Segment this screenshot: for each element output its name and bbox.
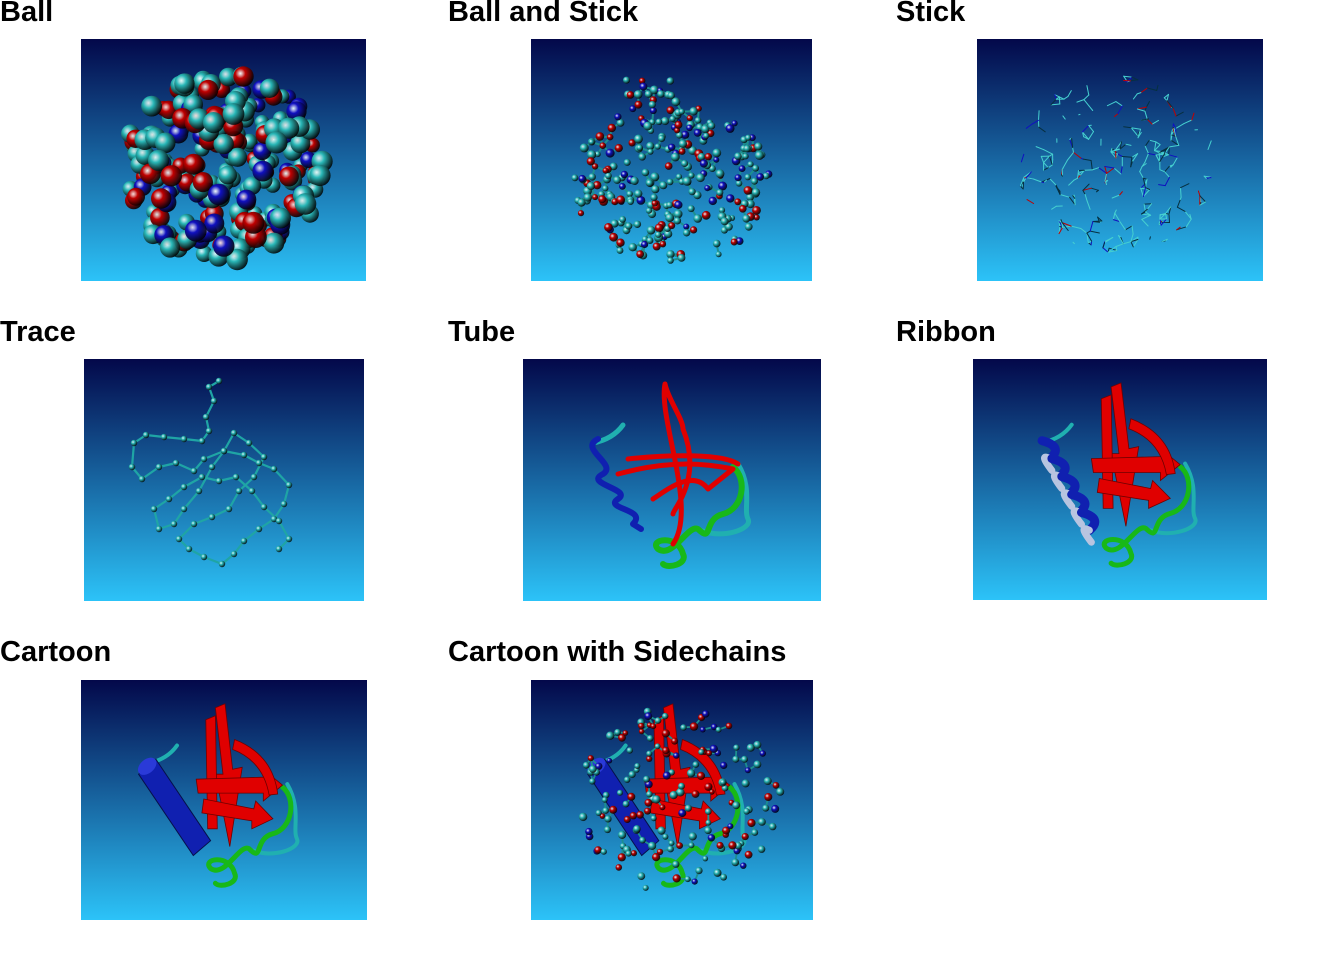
loop — [1101, 464, 1192, 568]
label-ball-and-stick: Ball and Stick — [448, 0, 639, 28]
ball-and-stick-view — [531, 39, 812, 281]
label-cartoon-with-sidechains: Cartoon with Sidechains — [448, 636, 787, 668]
atoms — [571, 76, 773, 264]
ribbon-view — [973, 359, 1267, 600]
panel-stick — [977, 39, 1263, 281]
panel-ribbon — [973, 359, 1267, 600]
panel-cartoon-with-sidechains — [531, 680, 813, 920]
loop — [653, 464, 745, 569]
space-fill-atoms — [121, 66, 333, 271]
panel-ball — [81, 39, 366, 281]
ball-view — [81, 39, 366, 281]
label-cartoon: Cartoon — [0, 636, 112, 668]
stick-view — [977, 39, 1263, 281]
beta-sheet — [1090, 382, 1181, 527]
cartoon-with-sidechains-view — [531, 680, 813, 920]
alpha-carbons — [128, 377, 293, 568]
label-stick: Stick — [896, 0, 966, 28]
coil-c-term — [700, 461, 751, 537]
background — [531, 39, 812, 281]
label-ribbon: Ribbon — [896, 316, 996, 348]
coil-c-term — [251, 782, 300, 856]
stick-bonds — [1019, 75, 1212, 253]
strand-tube-c — [625, 453, 741, 467]
cartoon-view — [81, 680, 367, 920]
panel-tube — [523, 359, 821, 601]
background — [977, 39, 1263, 281]
strand-tube-b — [615, 461, 736, 502]
panel-trace — [84, 359, 364, 601]
label-tube: Tube — [448, 316, 516, 348]
beta-sheet — [195, 703, 284, 847]
trace-view — [84, 359, 364, 601]
loop — [206, 784, 294, 888]
tube-view — [523, 359, 821, 601]
sidechain-atoms — [578, 707, 785, 891]
panel-ball-and-stick — [531, 39, 812, 281]
label-trace: Trace — [0, 316, 76, 348]
helix-tube — [589, 436, 644, 532]
label-ball: Ball — [0, 0, 54, 28]
helix-cylinder — [137, 757, 212, 857]
panel-cartoon — [81, 680, 367, 920]
coil-c-term — [1148, 461, 1198, 536]
helix-ribbon — [1037, 436, 1100, 546]
